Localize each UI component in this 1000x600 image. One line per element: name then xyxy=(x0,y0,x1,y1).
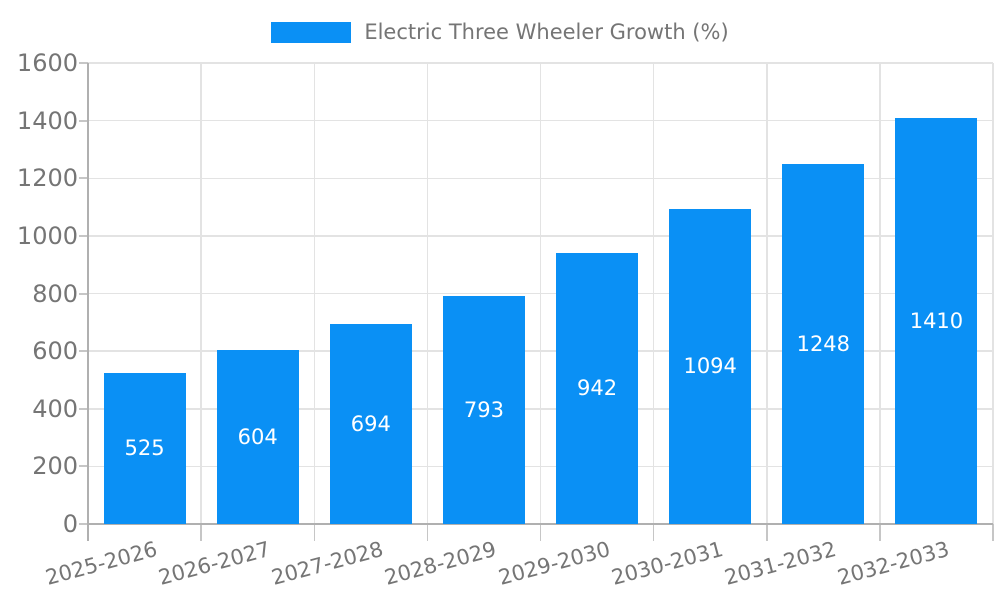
bar-value-label: 1410 xyxy=(909,308,964,333)
bar-value-label: 604 xyxy=(237,424,278,449)
x-axis-label: 2026-2027 xyxy=(156,537,273,590)
y-axis-line xyxy=(87,63,89,524)
y-tick xyxy=(79,234,88,237)
x-tick xyxy=(539,524,542,541)
x-axis-label: 2030-2031 xyxy=(608,537,726,590)
bar-value-label: 793 xyxy=(463,397,504,422)
x-tick xyxy=(313,524,315,541)
x-axis-label: 2027-2028 xyxy=(269,537,387,590)
y-tick xyxy=(79,177,88,180)
x-tick xyxy=(766,524,768,541)
bar[interactable]: 1094 xyxy=(669,208,752,524)
x-axis-label: 2025-2026 xyxy=(42,537,160,590)
x-axis-label: 2031-2032 xyxy=(721,537,839,590)
y-tick xyxy=(79,407,88,410)
x-gridline xyxy=(200,63,202,524)
bar[interactable]: 525 xyxy=(103,372,186,524)
y-axis-label: 0 xyxy=(62,510,78,538)
x-tick xyxy=(652,524,655,541)
bar-value-label: 942 xyxy=(577,376,618,401)
y-axis-label: 1600 xyxy=(16,49,78,77)
x-gridline xyxy=(992,63,994,524)
y-tick xyxy=(79,523,88,525)
x-axis-label: 2032-2033 xyxy=(834,537,952,590)
bar[interactable]: 694 xyxy=(329,324,412,524)
y-tick xyxy=(79,292,88,295)
y-tick xyxy=(79,465,88,468)
x-gridline xyxy=(652,63,655,524)
x-tick xyxy=(200,524,202,541)
bar[interactable]: 1248 xyxy=(782,164,865,524)
x-tick xyxy=(992,524,994,541)
x-gridline xyxy=(539,63,542,524)
bar-value-label: 525 xyxy=(124,436,165,461)
x-tick xyxy=(87,524,89,541)
legend-swatch xyxy=(271,21,352,43)
y-axis-label: 1400 xyxy=(16,106,78,135)
x-gridline xyxy=(426,63,429,524)
bar[interactable]: 1410 xyxy=(895,117,978,524)
x-tick xyxy=(879,524,881,541)
x-gridline xyxy=(766,63,768,524)
bar[interactable]: 604 xyxy=(216,349,299,524)
legend-label: Electric Three Wheeler Growth (%) xyxy=(364,20,729,44)
bar[interactable]: 793 xyxy=(442,295,525,524)
bar[interactable]: 942 xyxy=(556,252,639,524)
y-axis-label: 1200 xyxy=(16,164,78,193)
x-axis-line xyxy=(87,523,993,525)
y-axis-label: 200 xyxy=(32,452,78,481)
bar-value-label: 1248 xyxy=(796,332,851,357)
y-axis-label: 800 xyxy=(32,279,78,308)
y-tick xyxy=(79,350,88,353)
chart-legend[interactable]: Electric Three Wheeler Growth (%) xyxy=(0,19,1000,45)
x-axis-label: 2029-2030 xyxy=(495,537,613,590)
bar-value-label: 694 xyxy=(350,412,391,436)
x-gridline xyxy=(879,63,881,524)
x-tick xyxy=(426,524,429,541)
x-axis-label: 2028-2029 xyxy=(382,537,500,590)
y-axis-label: 600 xyxy=(32,337,78,366)
y-axis-label: 400 xyxy=(32,394,78,423)
bar-value-label: 1094 xyxy=(683,354,737,379)
y-axis-label: 1000 xyxy=(16,221,78,250)
y-tick xyxy=(79,62,88,64)
y-tick xyxy=(79,119,88,122)
x-gridline xyxy=(313,63,315,524)
